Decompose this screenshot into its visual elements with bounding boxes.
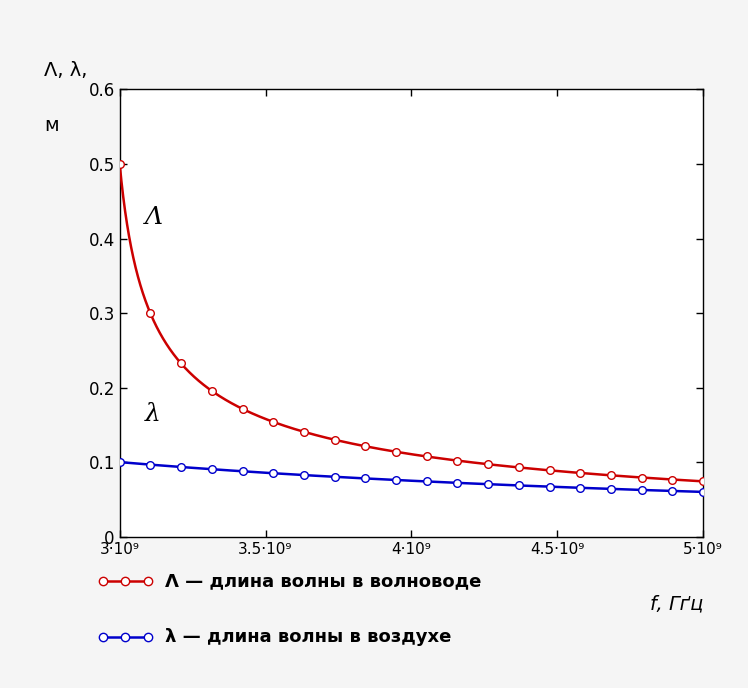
Text: м: м: [44, 116, 58, 136]
Text: λ — длина волны в воздухе: λ — длина волны в воздухе: [165, 628, 451, 646]
Text: f, Гґц: f, Гґц: [650, 594, 703, 614]
Text: Λ: Λ: [144, 206, 162, 228]
Text: λ: λ: [144, 403, 160, 426]
Text: Λ, λ,: Λ, λ,: [44, 61, 88, 80]
Text: Λ — длина волны в волноводе: Λ — длина волны в волноводе: [165, 572, 481, 590]
